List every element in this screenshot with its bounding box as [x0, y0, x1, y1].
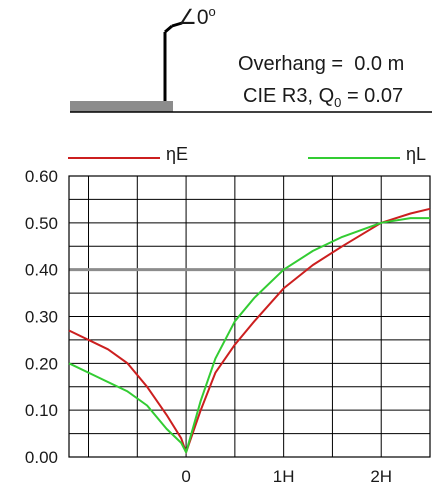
y-tick-label: 0.50 — [25, 214, 58, 233]
tilt-angle-label: ∠0o — [178, 4, 216, 30]
luminaire-arm — [164, 24, 173, 34]
x-tick-label: 1H — [273, 467, 295, 486]
road-surface — [70, 101, 173, 112]
luminaire-head — [171, 21, 183, 28]
y-tick-label: 0.00 — [25, 448, 58, 467]
overhang-label-text: Overhang = — [238, 53, 344, 75]
y-tick-label: 0.20 — [25, 354, 58, 373]
surface-label-text: CIE R3, Q — [243, 85, 335, 107]
tilt-value: 0 — [196, 6, 209, 29]
legend-label: ηE — [166, 144, 188, 164]
y-tick-label: 0.40 — [25, 261, 58, 280]
y-tick-label: 0.30 — [25, 308, 58, 327]
x-tick-label: 2H — [370, 467, 392, 486]
surface-value: = 0.07 — [346, 85, 404, 107]
luminaire-sketch — [70, 21, 432, 113]
y-tick-label: 0.60 — [25, 167, 58, 186]
plot-frame — [68, 175, 431, 458]
surface-subscript: 0 — [334, 95, 342, 110]
x-tick-label: 0 — [181, 467, 190, 486]
y-tick-label: 0.10 — [25, 401, 58, 420]
series-line-eta-e — [68, 207, 431, 454]
surface-class-label: CIE R3, Q0 = 0.07 — [243, 85, 403, 110]
overhang-value: 0.0 m — [354, 53, 405, 75]
overhang-label: Overhang = 0.0 m — [238, 53, 404, 76]
degree-unit: o — [208, 4, 216, 19]
series-line-eta-l — [68, 217, 430, 454]
angle-symbol: ∠ — [178, 6, 197, 29]
legend-label: ηL — [406, 144, 426, 164]
